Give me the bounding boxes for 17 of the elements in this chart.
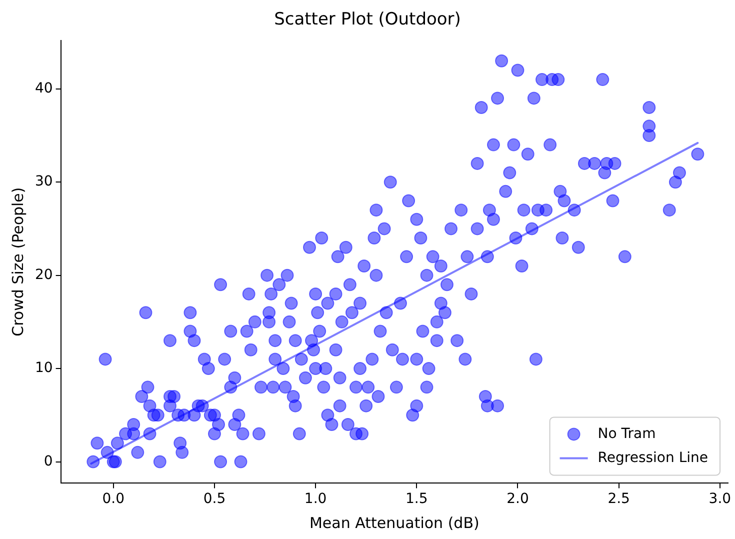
- y-tick-label: 20: [34, 266, 53, 283]
- y-tick-label: 0: [44, 453, 53, 470]
- x-axis-title: Mean Attenuation (dB): [309, 514, 480, 532]
- y-tick-label: 10: [34, 360, 53, 376]
- x-tick-label: 2.0: [506, 491, 529, 508]
- legend-label: Regression Line: [598, 450, 708, 466]
- x-tick-label: 1.0: [304, 491, 327, 508]
- y-tick-label: 40: [34, 80, 53, 97]
- x-tick-label: 0.0: [102, 491, 125, 508]
- x-tick-label: 1.5: [406, 491, 428, 508]
- x-tick-label: 3.0: [708, 491, 732, 508]
- legend-label: No Tram: [598, 426, 656, 442]
- y-tick-label: 30: [34, 174, 53, 190]
- chart-title: Scatter Plot (Outdoor): [274, 10, 461, 30]
- x-tick-label: 2.5: [608, 491, 630, 508]
- y-axis-title: Crowd Size (People): [8, 187, 27, 336]
- x-tick-label: 0.5: [203, 491, 226, 508]
